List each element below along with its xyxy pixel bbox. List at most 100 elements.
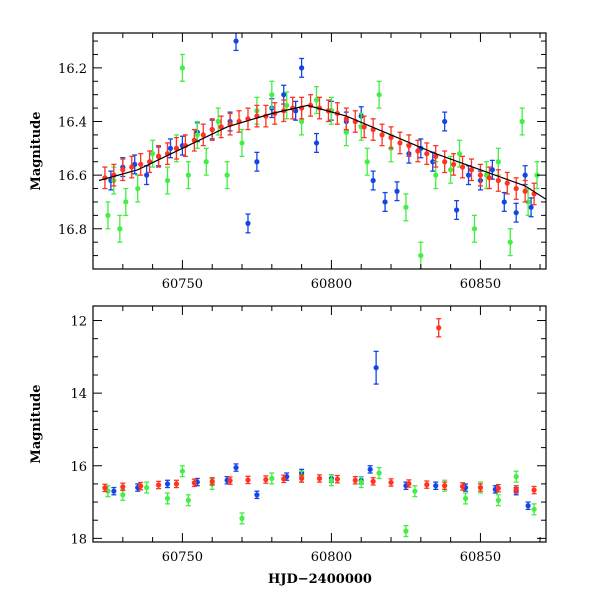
top-series-1-point — [313, 85, 320, 115]
bottom-series-2-point — [209, 477, 215, 486]
top-series-2-point — [173, 136, 180, 160]
bottom-series-1-point — [144, 481, 150, 494]
bottom-series-0-point — [111, 486, 117, 496]
bottom-x-tick-label: 60800 — [311, 550, 352, 565]
top-series-0-point — [465, 165, 472, 186]
top-series-2-point — [227, 112, 233, 136]
bottom-series-2-point — [245, 475, 251, 485]
top-series-2-point — [415, 139, 421, 163]
top-series-2-point — [120, 158, 126, 182]
bottom-series-1-point — [495, 494, 501, 507]
top-x-tick-label: 60800 — [311, 277, 352, 292]
top-series-1-point — [269, 80, 275, 109]
top-series-1-point — [185, 161, 191, 190]
bottom-series-1-point — [269, 472, 275, 485]
bottom-series-1-point — [185, 494, 191, 507]
bottom-series-2-point — [424, 480, 430, 489]
top-series-2-point — [138, 153, 144, 176]
top-series-1-point — [403, 193, 409, 222]
top-series-2-point — [352, 110, 358, 133]
top-series-0-point — [167, 138, 174, 159]
top-series-2-point — [442, 150, 448, 174]
top-series-0-point — [299, 57, 305, 78]
top-series-0-point — [293, 100, 299, 121]
top-series-1-point — [123, 187, 129, 217]
bottom-series-0-point — [433, 481, 439, 491]
bottom-series-2-point — [459, 482, 466, 491]
top-axis-ticks: 60750 60800 60850 16.2 16.4 16.6 16.8 — [58, 33, 546, 292]
bottom-series-2-point — [120, 482, 126, 492]
top-series-2-point — [495, 169, 501, 192]
top-series-2-point — [299, 96, 305, 120]
bottom-series-1-point — [239, 512, 245, 525]
top-series-1-point — [135, 174, 141, 203]
bottom-series-0-point — [373, 350, 379, 385]
bottom-series-1-point — [462, 492, 469, 505]
bottom-series-2-point — [477, 483, 484, 492]
top-series-1-point — [105, 201, 111, 230]
bottom-series-2-point — [495, 483, 501, 493]
top-series-2-point — [468, 158, 475, 182]
top-series-1-point — [215, 107, 221, 136]
bottom-series-2-point — [370, 477, 376, 486]
bottom-series-2-point — [299, 474, 305, 483]
top-series-2-point — [379, 123, 385, 147]
bottom-x-tick-label: 60750 — [162, 550, 203, 565]
top-y-tick-label: 16.6 — [58, 169, 87, 184]
bottom-series-2-point — [513, 485, 519, 494]
top-series-2-point — [361, 115, 367, 139]
top-series-0-point — [489, 159, 495, 180]
top-series-1-point — [448, 155, 454, 184]
bottom-light-curve-panel: 60750 60800 60850 12 14 16 18 Magnitude HJD−24… — [29, 305, 547, 587]
top-series-1-point — [203, 147, 209, 176]
bottom-series-0-point — [233, 463, 239, 472]
bottom-series-2-point — [406, 479, 412, 488]
top-series-1-point — [117, 214, 123, 243]
top-series-1-point — [471, 214, 478, 243]
top-series-2-point — [486, 166, 492, 190]
top-x-tick-label: 60750 — [162, 277, 203, 292]
top-series-1-point — [194, 120, 200, 149]
top-series-1-point — [284, 91, 290, 120]
top-series-0-point — [394, 181, 400, 202]
bottom-series-2-point — [442, 481, 448, 491]
bottom-series-1-point — [328, 474, 335, 487]
top-series-0-point — [233, 33, 239, 52]
bottom-series-2-point — [281, 474, 287, 484]
top-series-2-point — [433, 144, 439, 168]
top-series-1-point — [239, 128, 245, 158]
top-series-0-point — [245, 213, 251, 234]
bottom-series-1-point — [412, 485, 418, 498]
top-series-2-point — [254, 104, 260, 128]
bottom-series-0-point — [164, 479, 171, 489]
top-series-2-point — [200, 123, 206, 147]
top-x-tick-label: 60850 — [460, 277, 501, 292]
bottom-series-2-point — [334, 474, 340, 484]
bottom-y-tick-label: 18 — [70, 532, 87, 547]
top-series-2-point — [129, 155, 135, 179]
bottom-axis-ticks: 60750 60800 60850 12 14 16 18 — [70, 306, 546, 565]
top-series-1-point — [507, 228, 513, 257]
top-model-curve — [98, 104, 546, 200]
bottom-series-1-point — [179, 465, 186, 478]
top-series-2-point — [477, 163, 484, 187]
top-series-2-point — [209, 118, 215, 141]
top-y-tick-label: 16.8 — [58, 223, 87, 238]
bottom-y-tick-label: 16 — [70, 460, 87, 475]
bottom-series-1-point — [376, 466, 382, 480]
top-series-2-point — [531, 182, 537, 206]
bottom-series-0-point — [525, 501, 531, 510]
top-model-curve-line — [98, 104, 546, 200]
top-series-2-point — [451, 153, 457, 176]
top-series-0-point — [453, 199, 460, 221]
bottom-series-1-point — [531, 503, 537, 516]
top-series-2-point — [459, 155, 466, 179]
top-series-2-point — [155, 144, 162, 168]
bottom-series-2-point — [102, 483, 108, 493]
bottom-series-0-point — [194, 477, 200, 487]
top-series-2-point — [218, 115, 224, 139]
top-series-1-point — [164, 166, 171, 195]
top-y-tick-label: 16.2 — [58, 62, 87, 77]
top-light-curve-panel: 60750 60800 60850 16.2 16.4 16.6 16.8 Magnitud… — [29, 32, 547, 292]
top-y-tick-label: 16.4 — [58, 116, 87, 131]
